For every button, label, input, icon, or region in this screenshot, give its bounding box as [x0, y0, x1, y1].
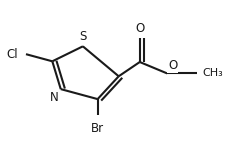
Text: O: O [135, 22, 144, 35]
Text: N: N [50, 91, 59, 104]
Text: Cl: Cl [6, 48, 18, 61]
Text: Br: Br [91, 122, 104, 135]
Text: CH₃: CH₃ [202, 68, 223, 78]
Text: S: S [79, 30, 87, 43]
Text: O: O [168, 59, 178, 72]
